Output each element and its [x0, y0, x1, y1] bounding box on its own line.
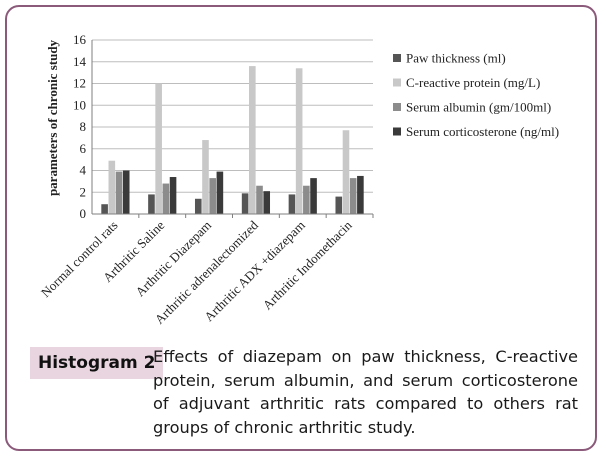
y-tick-label: 4: [80, 163, 87, 178]
legend-label: Serum albumin (gm/100ml): [406, 100, 551, 115]
y-tick-label: 14: [73, 54, 87, 69]
bar: [256, 185, 263, 214]
bar: [122, 170, 130, 214]
bar-chart: 0 2 4 6 8 10 12 14 16 Normal control rats Arthriti…: [38, 32, 559, 327]
bar: [194, 198, 202, 214]
caption-label: Histogram 2: [30, 347, 164, 379]
legend-swatch: [393, 127, 401, 136]
y-tick-label: 16: [73, 32, 87, 47]
bar: [209, 178, 216, 214]
bar: [162, 183, 170, 214]
y-tick-label: 12: [73, 76, 86, 91]
bar: [108, 160, 116, 214]
bar: [335, 196, 343, 214]
legend-swatch: [393, 103, 401, 111]
bar: [349, 178, 357, 214]
legend-label: C-reactive protein (mg/L): [406, 75, 540, 90]
caption-text: Effects of diazepam on paw thickness, C-…: [153, 347, 578, 437]
bar: [202, 140, 209, 214]
bar: [216, 171, 224, 214]
y-tick-label: 0: [80, 206, 87, 221]
legend-label: Serum corticosterone (ng/ml): [406, 124, 559, 139]
bar: [263, 191, 271, 214]
legend-swatch: [393, 54, 401, 62]
bar: [101, 204, 108, 214]
bar: [342, 130, 350, 214]
y-tick-label: 8: [80, 119, 87, 134]
legend-label: Paw thickness (ml): [406, 51, 506, 66]
bar: [357, 175, 364, 214]
bar: [115, 171, 123, 214]
y-tick-label: 10: [73, 97, 86, 112]
y-tick-label: 2: [80, 184, 87, 199]
legend-swatch: [393, 78, 401, 87]
bar: [148, 194, 155, 214]
x-category-label: Normal control rats: [38, 218, 121, 301]
bar: [169, 177, 177, 214]
bar: [310, 178, 317, 214]
bar: [303, 185, 310, 214]
y-tick-label: 6: [80, 141, 87, 156]
bar: [249, 66, 256, 214]
bar: [295, 68, 303, 215]
bar: [155, 83, 162, 214]
grid-lines: [92, 39, 373, 193]
bar: [241, 193, 249, 214]
legend: Paw thickness (ml) C-reactive protein (mg…: [393, 51, 559, 139]
bars: [101, 66, 364, 215]
bar: [288, 194, 296, 214]
x-category-label: Arthritic Indomethacin: [260, 217, 355, 312]
y-axis-title: parameters of chronic study: [45, 39, 60, 196]
